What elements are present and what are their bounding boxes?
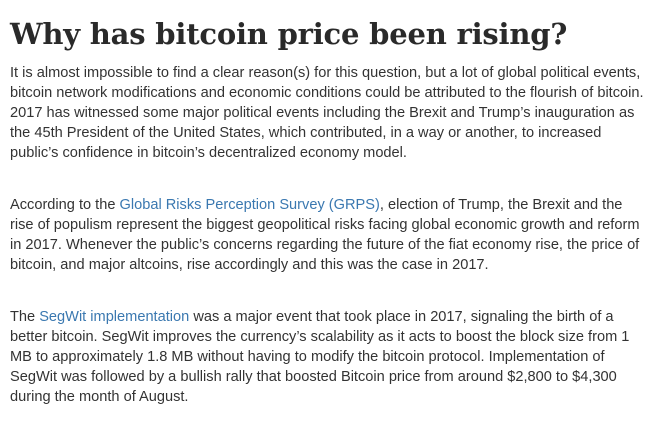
paragraph-grps-after: , election of Trump, the Brexit and the … [10, 197, 640, 273]
paragraph-segwit-before: The [10, 309, 40, 325]
paragraph-segwit: The SegWit implementation was a major ev… [10, 307, 646, 407]
segwit-link[interactable]: SegWit implementation [39, 309, 190, 325]
grps-link[interactable]: Global Risks Perception Survey (GRPS) [119, 197, 380, 213]
article: Why has bitcoin price been rising? It is… [10, 0, 646, 407]
article-title: Why has bitcoin price been rising? [10, 17, 568, 51]
paragraph-intro: It is almost impossible to find a clear … [10, 65, 644, 161]
paragraph-segwit-after: was a major event that took place in 201… [10, 309, 630, 405]
paragraph-grps-before: According to the [10, 197, 120, 213]
paragraph-grps: According to the Global Risks Perception… [10, 195, 646, 275]
